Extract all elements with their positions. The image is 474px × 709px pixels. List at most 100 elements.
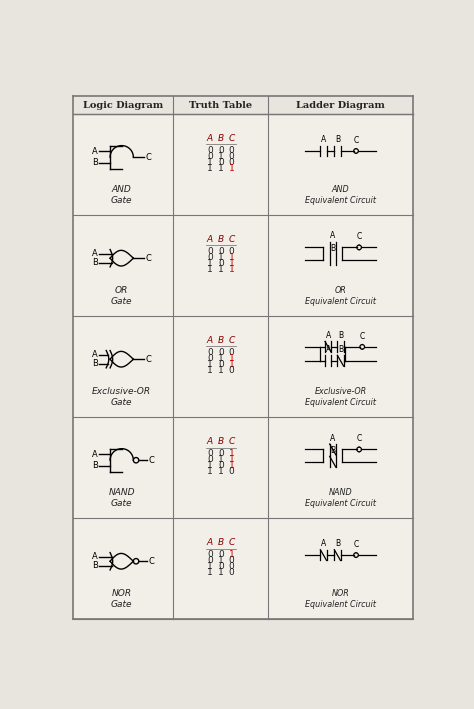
Text: C: C xyxy=(356,435,362,443)
Text: C: C xyxy=(146,354,152,364)
Text: C: C xyxy=(356,233,362,241)
Text: 0: 0 xyxy=(207,449,213,458)
Text: 1: 1 xyxy=(207,360,213,369)
Text: 0: 0 xyxy=(229,247,235,256)
Text: 0: 0 xyxy=(218,247,224,256)
Text: 0: 0 xyxy=(207,556,213,565)
Text: A: A xyxy=(92,249,98,258)
Text: 0: 0 xyxy=(218,549,224,559)
Text: B: B xyxy=(330,446,335,455)
Text: Truth Table: Truth Table xyxy=(189,101,253,110)
Text: 1: 1 xyxy=(229,253,235,262)
Text: C: C xyxy=(228,336,235,345)
Text: 0: 0 xyxy=(229,569,235,577)
Text: A: A xyxy=(321,539,326,548)
Text: A: A xyxy=(321,135,326,144)
Text: 0: 0 xyxy=(207,549,213,559)
Text: A: A xyxy=(207,538,213,547)
Text: B: B xyxy=(92,258,98,267)
Text: 0: 0 xyxy=(207,348,213,357)
Text: 1: 1 xyxy=(229,449,235,458)
Text: 0: 0 xyxy=(218,562,224,571)
Text: 0: 0 xyxy=(229,158,235,167)
Text: A: A xyxy=(326,331,331,340)
Text: 0: 0 xyxy=(207,152,213,161)
Text: C: C xyxy=(228,538,235,547)
Text: 0: 0 xyxy=(229,556,235,565)
Text: A: A xyxy=(92,350,98,359)
Text: 0: 0 xyxy=(229,348,235,357)
Text: 0: 0 xyxy=(218,348,224,357)
Text: AND
Equivalent Circuit: AND Equivalent Circuit xyxy=(305,185,376,205)
Text: AND
Gate: AND Gate xyxy=(111,185,132,205)
Text: C: C xyxy=(228,235,235,245)
Text: 1: 1 xyxy=(207,259,213,268)
Text: A: A xyxy=(207,235,213,245)
Text: Exclusive-OR
Equivalent Circuit: Exclusive-OR Equivalent Circuit xyxy=(305,387,376,407)
Text: 1: 1 xyxy=(229,461,235,470)
Text: A: A xyxy=(330,231,336,240)
Text: A: A xyxy=(207,336,213,345)
Text: 1: 1 xyxy=(229,455,235,464)
Text: 0: 0 xyxy=(207,455,213,464)
Text: 1: 1 xyxy=(207,367,213,375)
Text: 1: 1 xyxy=(207,265,213,274)
Text: C: C xyxy=(354,540,359,549)
Text: A: A xyxy=(92,147,98,156)
Text: 0: 0 xyxy=(218,158,224,167)
Text: OR
Equivalent Circuit: OR Equivalent Circuit xyxy=(305,286,376,306)
Text: 0: 0 xyxy=(207,354,213,363)
Text: A: A xyxy=(207,437,213,447)
Text: C: C xyxy=(354,136,359,145)
Text: B: B xyxy=(218,235,224,245)
Text: C: C xyxy=(360,332,365,341)
Text: C: C xyxy=(228,437,235,447)
Text: 1: 1 xyxy=(229,259,235,268)
Text: Logic Diagram: Logic Diagram xyxy=(83,101,164,110)
Text: B: B xyxy=(218,336,224,345)
Text: B: B xyxy=(92,562,98,570)
Text: 0: 0 xyxy=(207,146,213,155)
Text: B: B xyxy=(335,135,340,144)
Text: NOR
Gate: NOR Gate xyxy=(111,589,132,609)
Text: 0: 0 xyxy=(218,360,224,369)
Text: 1: 1 xyxy=(229,360,235,369)
Text: A: A xyxy=(207,134,213,143)
Text: A: A xyxy=(326,345,331,354)
Text: C: C xyxy=(146,152,152,162)
Text: 1: 1 xyxy=(229,354,235,363)
Text: A: A xyxy=(92,552,98,561)
Text: 1: 1 xyxy=(229,265,235,274)
Text: 0: 0 xyxy=(218,461,224,470)
Text: B: B xyxy=(338,331,343,340)
Text: A: A xyxy=(92,450,98,459)
Text: 1: 1 xyxy=(218,265,224,274)
Text: 0: 0 xyxy=(229,367,235,375)
Text: 0: 0 xyxy=(218,146,224,155)
Text: C: C xyxy=(148,456,154,464)
Text: A: A xyxy=(330,433,336,442)
Text: 0: 0 xyxy=(218,449,224,458)
Text: 0: 0 xyxy=(207,253,213,262)
Text: 1: 1 xyxy=(218,253,224,262)
Text: OR
Gate: OR Gate xyxy=(111,286,132,306)
Text: B: B xyxy=(218,538,224,547)
Text: B: B xyxy=(218,437,224,447)
Text: 1: 1 xyxy=(218,556,224,565)
Text: 1: 1 xyxy=(218,569,224,577)
Text: 1: 1 xyxy=(207,569,213,577)
Text: B: B xyxy=(335,539,340,548)
Text: 0: 0 xyxy=(218,259,224,268)
Text: 1: 1 xyxy=(218,164,224,173)
Text: 1: 1 xyxy=(207,164,213,173)
Text: C: C xyxy=(148,557,154,566)
Text: 1: 1 xyxy=(229,549,235,559)
Text: C: C xyxy=(228,134,235,143)
Text: 1: 1 xyxy=(207,461,213,470)
Text: B: B xyxy=(92,359,98,368)
Text: Ladder Diagram: Ladder Diagram xyxy=(296,101,385,110)
Text: 1: 1 xyxy=(218,367,224,375)
Text: NOR
Equivalent Circuit: NOR Equivalent Circuit xyxy=(305,589,376,609)
Text: 1: 1 xyxy=(218,467,224,476)
Text: NAND
Gate: NAND Gate xyxy=(109,489,135,508)
